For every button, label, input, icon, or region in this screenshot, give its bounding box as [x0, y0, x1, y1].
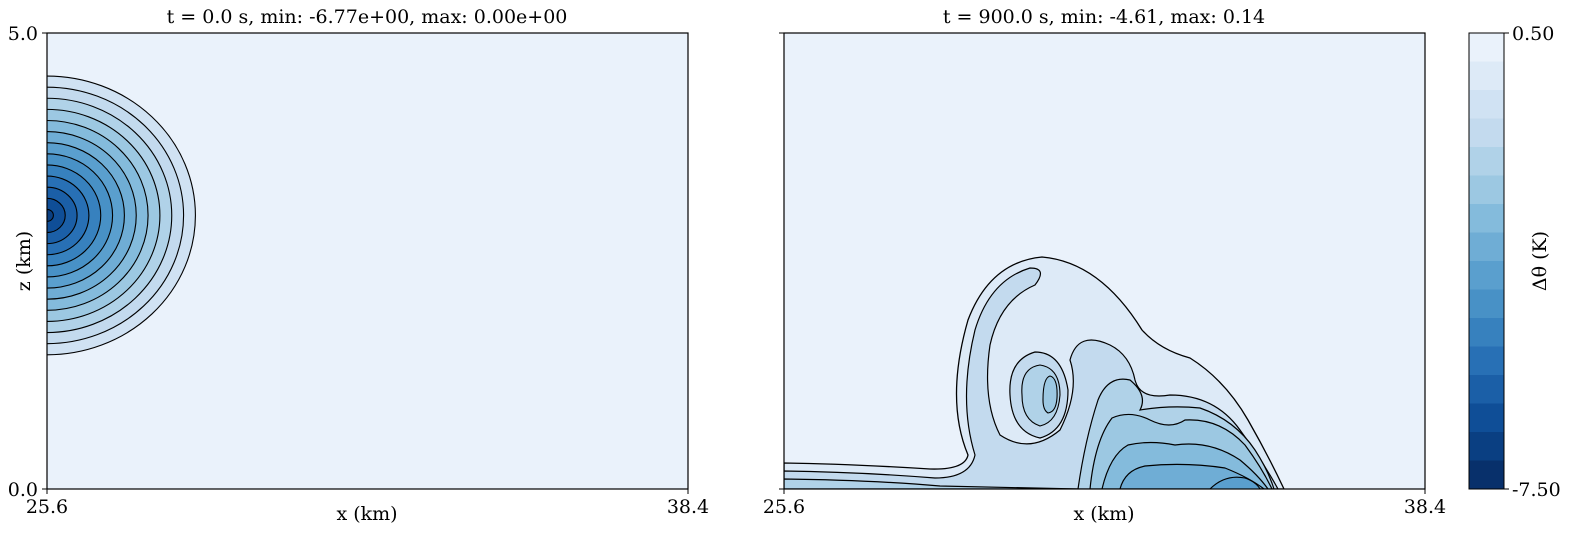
current-level-7 [1209, 476, 1261, 489]
colorbar-band [1469, 375, 1504, 404]
colorbar-frame [1468, 32, 1505, 490]
colorbar-band [1469, 204, 1504, 233]
colorbar-tick-bottom: -7.50 [1512, 479, 1561, 501]
colorbar-bands [1469, 33, 1504, 490]
colorbar-band [1469, 289, 1504, 319]
right-axes-frame [783, 32, 1426, 490]
colorbar-band [1469, 232, 1504, 262]
left-ylabel: z (km) [13, 231, 35, 291]
bubble-contours [47, 75, 196, 356]
left-axes-frame [46, 32, 689, 490]
colorbar-band [1469, 33, 1504, 62]
left-xtick-label: 38.4 [667, 496, 709, 518]
right-title: t = 900.0 s, min: -4.61, max: 0.14 [943, 6, 1265, 28]
colorbar: 0.50 -7.50 Δθ (K) [1468, 23, 1561, 501]
vortex-core-3 [1042, 375, 1058, 414]
colorbar-band [1469, 90, 1504, 119]
left-panel: t = 0.0 s, min: -6.77e+00, max: 0.00e+00… [8, 6, 709, 525]
colorbar-band [1469, 346, 1504, 376]
colorbar-label: Δθ (K) [1529, 231, 1551, 291]
bubble-contour [47, 197, 66, 234]
left-xlabel: x (km) [336, 503, 397, 525]
colorbar-band [1469, 118, 1504, 148]
left-ytick-label: 0.0 [8, 479, 38, 501]
right-panel: t = 900.0 s, min: -4.61, max: 0.14 x (km… [763, 6, 1446, 525]
colorbar-band [1469, 432, 1504, 461]
colorbar-band [1469, 460, 1504, 490]
right-xtick-label: 25.6 [763, 496, 805, 518]
left-title: t = 0.0 s, min: -6.77e+00, max: 0.00e+00 [167, 6, 568, 28]
colorbar-band [1469, 147, 1504, 176]
colorbar-band [1469, 261, 1504, 290]
colorbar-band [1469, 175, 1504, 205]
colorbar-band [1469, 61, 1504, 91]
density-current-contours [784, 256, 1285, 489]
right-xlabel: x (km) [1073, 503, 1134, 525]
left-xtick-label: 25.6 [26, 496, 68, 518]
colorbar-band [1469, 318, 1504, 347]
left-ytick-label: 5.0 [8, 23, 38, 45]
colorbar-band [1469, 403, 1504, 433]
right-xtick-label: 38.4 [1404, 496, 1446, 518]
bubble-contour [47, 208, 54, 222]
colorbar-tick-top: 0.50 [1512, 23, 1554, 45]
